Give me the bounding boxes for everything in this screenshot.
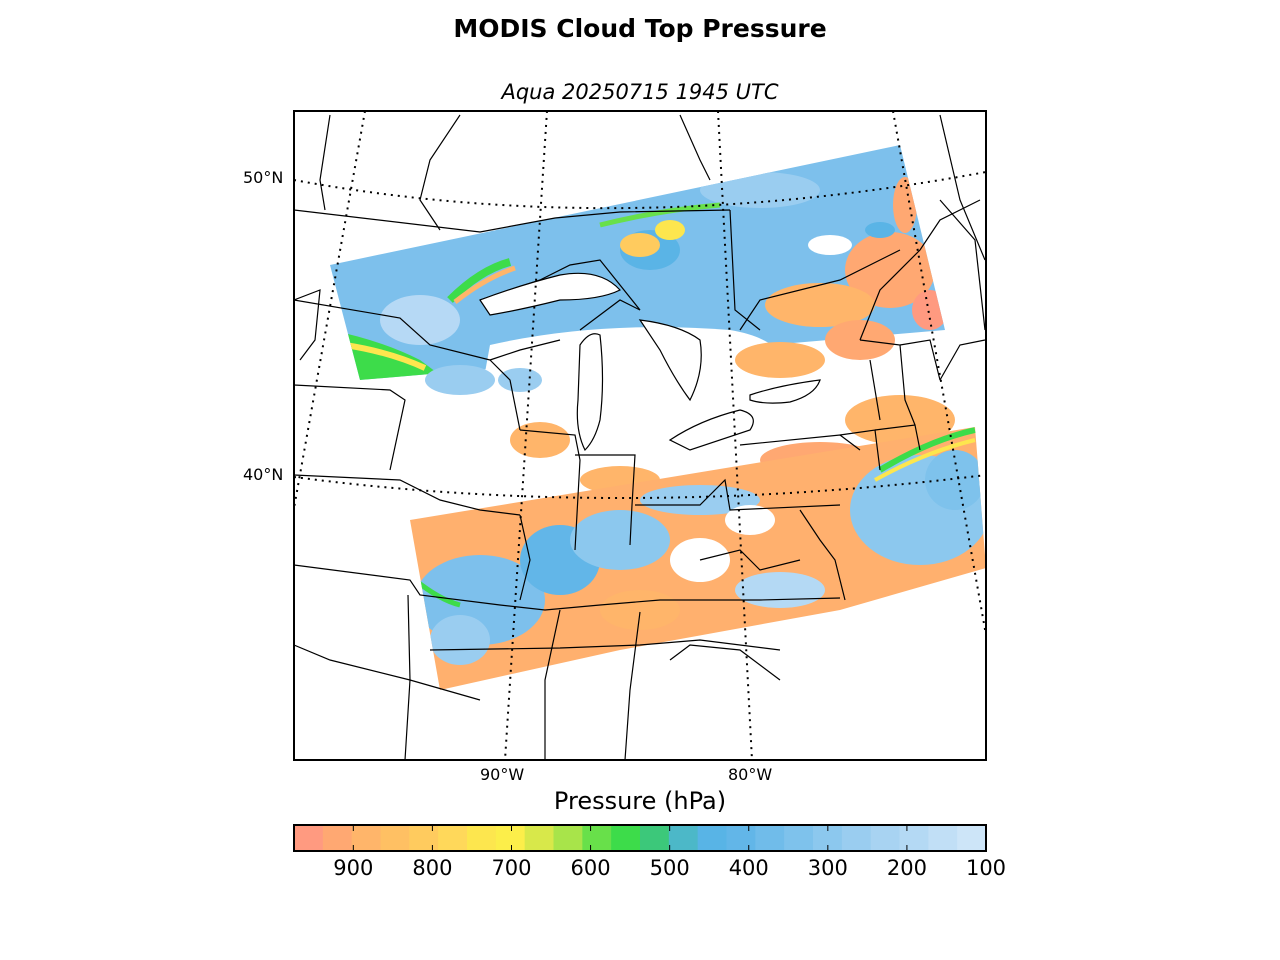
colorbar-tick-label: 900 (333, 856, 374, 880)
colorbar-segment (668, 825, 699, 851)
colorbar-segment (640, 825, 670, 851)
graticule (294, 111, 986, 760)
colorbar (294, 825, 987, 851)
colorbar-segment (467, 825, 497, 851)
colorbar-tick-label: 600 (570, 856, 611, 880)
colorbar-segment (351, 825, 382, 851)
colorbar-segment (697, 825, 728, 851)
longitude-label-80w: 80°W (728, 765, 773, 784)
map-panel (294, 111, 986, 760)
colorbar-segment (841, 825, 872, 851)
colorbar-segment (957, 825, 987, 851)
colorbar-segment (553, 825, 583, 851)
colorbar-label: Pressure (hPa) (553, 787, 727, 815)
colorbar-segment (726, 825, 756, 851)
map-frame (293, 110, 987, 761)
colorbar-tick-label: 800 (412, 856, 453, 880)
colorbar-segment (322, 825, 353, 851)
colorbar-tick-label: 200 (886, 856, 927, 880)
colorbar-segment (784, 825, 814, 851)
colorbar-tick-label: 100 (965, 856, 1007, 880)
longitude-label-90w: 90°W (480, 765, 525, 784)
boundaries (294, 114, 986, 760)
colorbar-segment (438, 825, 468, 851)
figure-subtitle: Aqua 20250715 1945 UTC (501, 80, 779, 104)
latitude-label-50n: 50°N (243, 168, 284, 187)
great-lakes (479, 272, 821, 452)
colorbar-segment (524, 825, 555, 851)
colorbar-segment (611, 825, 641, 851)
colorbar-tick-label: 300 (807, 856, 848, 880)
colorbar-tick-label: 500 (649, 856, 690, 880)
colorbar-frame (293, 824, 987, 852)
colorbar-segment (899, 825, 929, 851)
colorbar-tick-label: 700 (491, 856, 532, 880)
latitude-label-40n: 40°N (243, 465, 284, 484)
colorbar-segment (755, 825, 785, 851)
colorbar-segment (870, 825, 901, 851)
colorbar-segment (582, 825, 612, 851)
southern-swath (410, 427, 986, 690)
colorbar-segment (294, 825, 324, 851)
figure-title: MODIS Cloud Top Pressure (453, 14, 827, 43)
colorbar-tick-label: 400 (728, 856, 769, 880)
colorbar-segment (495, 825, 526, 851)
colorbar-segment (409, 825, 439, 851)
colorbar-segment (380, 825, 410, 851)
colorbar-segment (928, 825, 958, 851)
